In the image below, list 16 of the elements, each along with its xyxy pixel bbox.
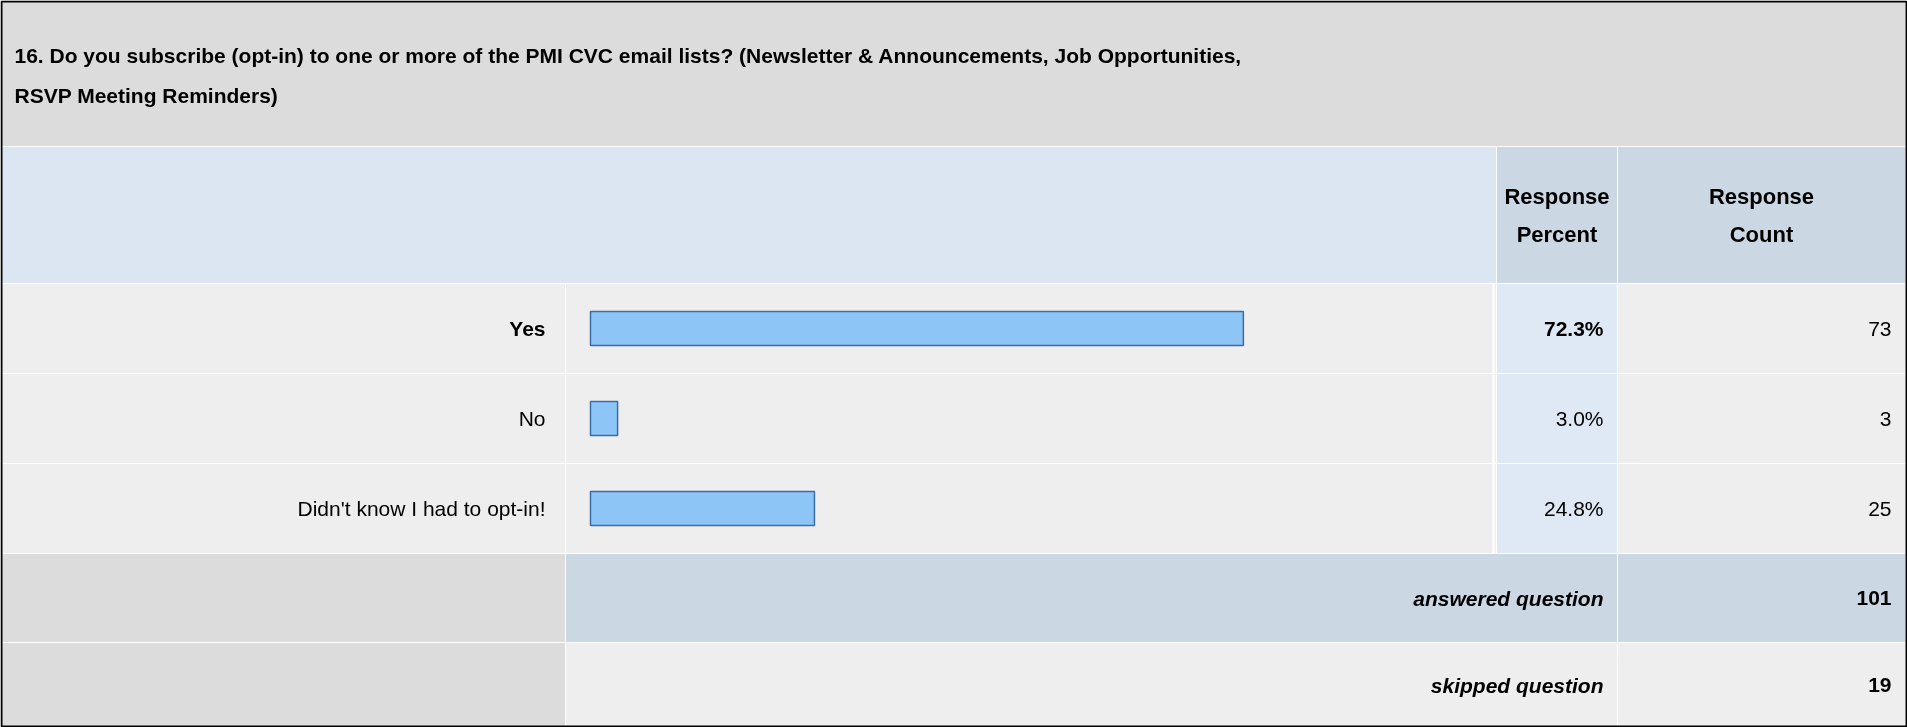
text: 101 bbox=[1856, 586, 1892, 609]
text: skipped question bbox=[1430, 673, 1604, 697]
data-label: 3.0% bbox=[1555, 407, 1604, 430]
text: 3 bbox=[1879, 406, 1892, 430]
y-tick-label: Yes bbox=[509, 317, 546, 340]
text: Response Count bbox=[1708, 183, 1815, 247]
text: 19 bbox=[1868, 673, 1892, 696]
chart-title: 16. Do you subscribe (opt-in) to one or more of the PMI CVC email lists? (Newsletter & Announcements, Job Opportunities, RSVP Meeting Reminders) bbox=[14, 44, 1242, 107]
text: 25 bbox=[1868, 496, 1892, 520]
text: answered question bbox=[1413, 586, 1604, 610]
data-label: 24.8% bbox=[1543, 497, 1604, 520]
text: Response Percent bbox=[1504, 183, 1610, 247]
y-tick-label: Didn't know I had to opt-in! bbox=[297, 497, 546, 520]
text: 73 bbox=[1868, 316, 1892, 340]
y-tick-label: No bbox=[518, 407, 546, 430]
data-label: 72.3% bbox=[1543, 317, 1604, 340]
